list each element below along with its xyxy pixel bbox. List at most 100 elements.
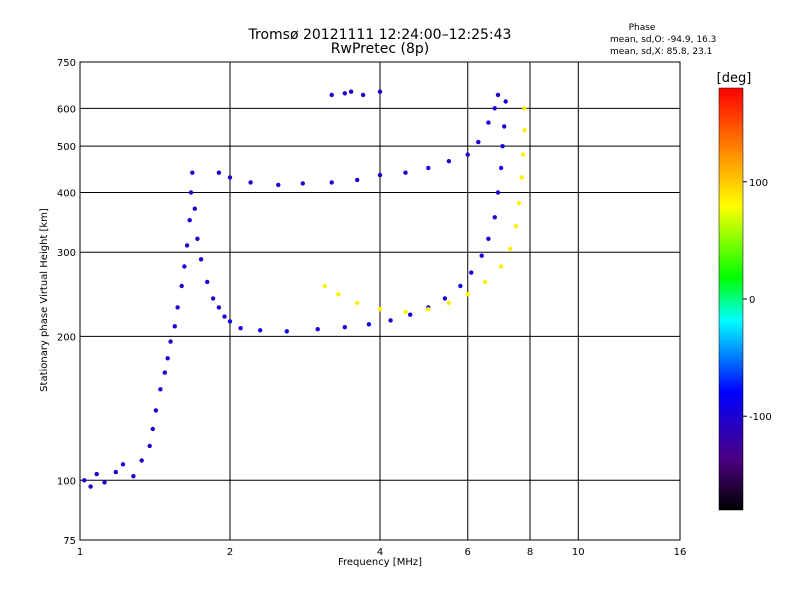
colorbar-tick-label: -100	[749, 412, 772, 423]
x-tick-label: 6	[465, 547, 471, 558]
data-point	[516, 200, 522, 206]
data-point	[175, 305, 180, 310]
data-point	[102, 480, 107, 485]
data-point	[188, 190, 194, 195]
data-point	[492, 106, 497, 111]
data-point	[187, 218, 192, 223]
data-point	[329, 180, 334, 185]
data-point	[198, 257, 204, 262]
colorbar	[718, 87, 744, 511]
colorbar-tick-label: 0	[749, 295, 755, 306]
data-point	[503, 99, 508, 104]
y-tick-label: 750	[57, 58, 76, 69]
data-point	[486, 236, 491, 241]
data-point	[377, 89, 383, 94]
y-tick-label: 200	[57, 332, 76, 343]
data-point	[322, 283, 327, 289]
stats-line-x: mean, sd,X: 85.8, 23.1	[610, 47, 712, 57]
data-point	[520, 152, 526, 157]
data-point	[120, 462, 126, 467]
x-axis-ticks: 1 2 4 6 8 10 16	[77, 547, 687, 558]
colorbar-label: [deg]	[717, 71, 752, 86]
data-point	[403, 309, 408, 315]
data-point	[182, 264, 187, 269]
data-point	[495, 92, 501, 98]
data-point	[276, 182, 281, 188]
data-point	[238, 326, 243, 331]
data-point	[168, 339, 173, 344]
data-point	[403, 170, 408, 175]
data-point	[162, 370, 167, 375]
data-point	[498, 264, 504, 269]
stats-label: Phase	[629, 23, 656, 33]
chart-title: Tromsø 20121111 12:24:00–12:25:43	[248, 27, 512, 43]
data-point	[348, 89, 354, 94]
colorbar-ticks: 100 0 -100	[743, 178, 772, 423]
data-point	[113, 469, 119, 475]
data-point	[442, 296, 448, 301]
data-point	[216, 305, 222, 310]
data-point	[172, 324, 177, 329]
y-tick-label: 300	[57, 248, 76, 259]
data-point	[315, 327, 320, 332]
data-point	[258, 328, 263, 333]
data-point	[158, 387, 163, 392]
data-point	[355, 177, 360, 183]
x-tick-label: 16	[674, 547, 687, 558]
data-point	[248, 180, 253, 185]
data-point	[498, 165, 504, 171]
data-point	[195, 236, 200, 241]
data-point	[227, 319, 233, 324]
data-point	[502, 124, 507, 129]
data-point	[458, 283, 463, 289]
y-axis-label: Stationary phase Virtual Height [km]	[39, 208, 50, 392]
data-point	[377, 172, 383, 178]
data-point	[336, 292, 341, 297]
data-point	[469, 270, 474, 275]
data-point	[210, 296, 216, 301]
grid-lines	[80, 62, 680, 540]
x-tick-label: 10	[572, 547, 585, 558]
y-tick-label: 500	[57, 142, 76, 153]
data-point	[329, 92, 334, 98]
y-tick-label: 600	[57, 104, 76, 115]
data-point	[446, 159, 452, 164]
data-point	[150, 426, 155, 432]
data-point	[366, 322, 372, 327]
data-point	[179, 283, 184, 289]
chart-subtitle: RwPretec (8p)	[331, 41, 429, 57]
data-point	[227, 175, 233, 180]
data-point	[153, 408, 159, 413]
y-tick-label: 75	[63, 536, 76, 547]
data-point	[139, 458, 144, 463]
data-point	[184, 243, 190, 248]
data-point	[300, 181, 305, 186]
data-point	[94, 471, 99, 477]
y-tick-label: 400	[57, 188, 76, 199]
data-point	[82, 478, 87, 483]
y-tick-label: 100	[57, 476, 76, 487]
data-point	[216, 170, 222, 175]
data-point	[131, 474, 136, 479]
data-point	[190, 170, 195, 175]
colorbar-tick-label: 100	[749, 178, 768, 189]
data-point	[479, 253, 484, 258]
data-point	[476, 139, 481, 145]
data-point	[342, 325, 347, 330]
data-point	[377, 307, 383, 312]
data-point	[165, 356, 170, 361]
data-point	[284, 329, 289, 334]
data-point	[508, 246, 513, 251]
data-point	[388, 318, 393, 323]
x-tick-label: 2	[227, 547, 233, 558]
data-point	[465, 292, 470, 297]
data-point	[500, 144, 505, 149]
data-point	[222, 314, 227, 319]
data-point	[360, 92, 366, 98]
x-tick-label: 1	[77, 547, 83, 558]
stats-line-o: mean, sd,O: -94.9, 16.3	[610, 35, 716, 45]
data-point	[426, 307, 431, 312]
data-point	[492, 215, 497, 220]
scatter-points	[82, 89, 527, 489]
